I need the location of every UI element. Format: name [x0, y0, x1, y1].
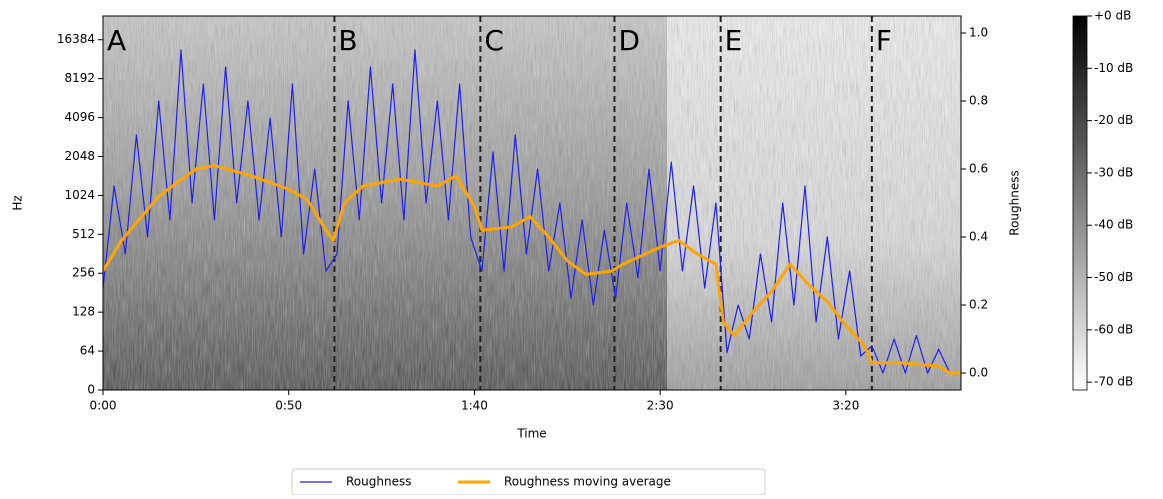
legend-label: Roughness [346, 475, 411, 489]
legend-label: Roughness moving average [504, 475, 671, 489]
y-axis-label: Hz [11, 195, 25, 210]
y-tick-label: 128 [72, 305, 95, 319]
y2-tick-label: 0.4 [969, 230, 988, 244]
series-line [101, 164, 961, 375]
spectrogram [103, 16, 961, 390]
x-tick-label: 3:20 [832, 399, 859, 413]
plot-frame [102, 15, 962, 391]
colorbar-tick-label: -10 dB [1094, 61, 1133, 75]
colorbar-tick-label: -60 dB [1094, 322, 1133, 336]
colorbar [1072, 15, 1088, 391]
y-tick-label: 0 [87, 383, 95, 397]
section-label: F [876, 24, 892, 57]
y-tick-label: 64 [80, 344, 95, 358]
x-tick-label: 0:00 [90, 399, 117, 413]
section-label: E [725, 24, 743, 57]
section-label: B [338, 24, 357, 57]
y-tick-label: 1024 [64, 188, 95, 202]
section-label: D [618, 24, 640, 57]
colorbar-tick-label: -20 dB [1094, 113, 1133, 127]
y-tick-label: 16384 [57, 32, 95, 46]
series-line [102, 49, 961, 374]
y2-tick-label: 0.6 [969, 162, 988, 176]
x-tick-label: 1:40 [461, 399, 488, 413]
y2-tick-label: 0.0 [969, 366, 988, 380]
section-label: A [107, 24, 126, 57]
colorbar-tick-label: -70 dB [1094, 375, 1133, 389]
colorbar-tick-label: -50 dB [1094, 270, 1133, 284]
section-label: C [484, 24, 504, 57]
colorbar-tick-label: -30 dB [1094, 165, 1133, 179]
y2-tick-label: 0.2 [969, 298, 988, 312]
y2-tick-label: 1.0 [969, 26, 988, 40]
y-tick-label: 256 [72, 266, 95, 280]
x-tick-label: 0:50 [275, 399, 302, 413]
y-tick-label: 4096 [64, 110, 95, 124]
y2-axis-label: Roughness [1008, 170, 1022, 235]
y-tick-label: 8192 [64, 71, 95, 85]
colorbar-tick-label: +0 dB [1094, 9, 1131, 23]
y-tick-label: 2048 [64, 149, 95, 163]
x-axis-label: Time [516, 427, 546, 441]
x-tick-label: 2:30 [647, 399, 674, 413]
y2-tick-label: 0.8 [969, 94, 988, 108]
y-tick-label: 512 [72, 227, 95, 241]
colorbar-tick-label: -40 dB [1094, 218, 1133, 232]
